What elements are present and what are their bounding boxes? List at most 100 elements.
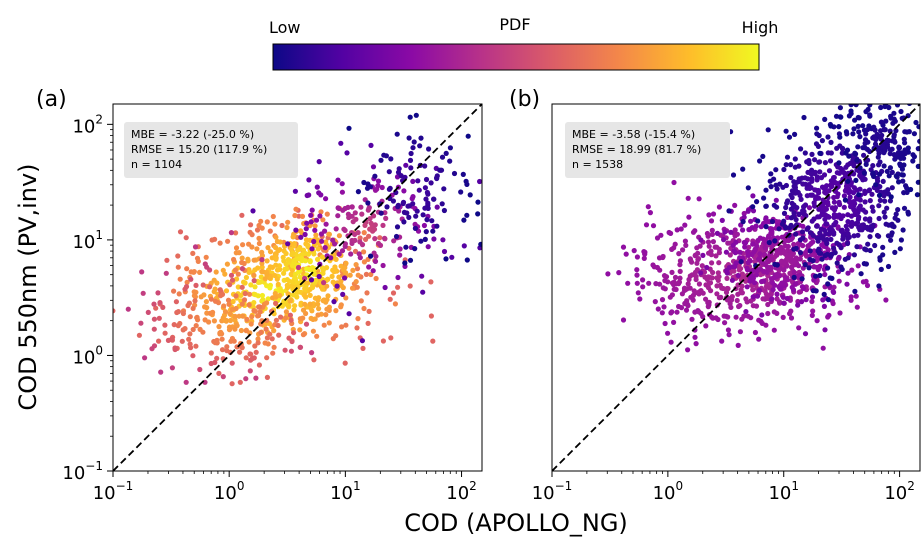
scatter-point (162, 322, 168, 328)
scatter-point (616, 270, 622, 276)
scatter-point (157, 300, 163, 306)
scatter-point (354, 284, 360, 290)
scatter-point (352, 248, 359, 254)
scatter-point (229, 360, 235, 366)
scatter-point (847, 194, 853, 200)
scatter-point (425, 244, 431, 250)
scatter-point (741, 313, 747, 319)
scatter-point (357, 255, 363, 261)
scatter-point (791, 179, 797, 185)
scatter-point (225, 238, 231, 244)
scatter-point (845, 240, 851, 247)
scatter-point (865, 241, 871, 247)
scatter-point (816, 132, 822, 139)
scatter-point (287, 298, 293, 304)
scatter-point (243, 328, 249, 334)
scatter-point (335, 205, 341, 211)
scatter-point (737, 249, 743, 255)
scatter-point (797, 250, 804, 256)
scatter-point (825, 265, 831, 271)
scatter-point (296, 246, 302, 252)
scatter-point (299, 213, 306, 219)
scatter-point (233, 293, 239, 299)
scatter-point (814, 264, 820, 270)
scatter-point (162, 330, 168, 336)
scatter-point (306, 177, 312, 183)
scatter-point (864, 282, 871, 289)
scatter-point (273, 294, 279, 300)
scatter-point (878, 266, 884, 272)
scatter-point (791, 210, 797, 216)
scatter-point (875, 154, 881, 160)
scatter-point (802, 262, 808, 268)
scatter-point (286, 304, 292, 310)
scatter-point (382, 236, 388, 242)
scatter-point (340, 291, 346, 297)
scatter-point (714, 291, 720, 297)
scatter-point (257, 304, 263, 310)
scatter-point (825, 150, 831, 156)
scatter-point (682, 238, 689, 244)
scatter-point (464, 257, 470, 263)
scatter-point (406, 135, 412, 141)
scatter-point (318, 209, 324, 215)
scatter-point (307, 301, 313, 307)
scatter-point (696, 281, 703, 287)
scatter-point (836, 242, 842, 248)
scatter-point (177, 276, 183, 282)
scatter-point (829, 227, 836, 233)
scatter-point (192, 244, 199, 250)
scatter-point (851, 199, 857, 205)
scatter-point (217, 287, 223, 293)
scatter-point (883, 221, 889, 227)
scatter-point (231, 338, 237, 344)
scatter-point (379, 184, 385, 191)
scatter-point (216, 324, 222, 330)
scatter-point (704, 264, 710, 271)
scatter-point (315, 246, 321, 252)
scatter-point (273, 256, 279, 262)
scatter-point (160, 304, 166, 310)
scatter-point (732, 264, 738, 270)
scatter-point (770, 287, 776, 293)
scatter-point (634, 254, 641, 260)
scatter-point (258, 218, 264, 224)
scatter-point (662, 286, 668, 292)
scatter-point (241, 297, 248, 303)
scatter-point (863, 131, 869, 137)
scatter-point (275, 281, 281, 287)
scatter-point (424, 189, 430, 196)
scatter-point (730, 242, 736, 248)
panel-a: (a) MBE = -3.22 (-25.0 %) RMSE = 15.20 (… (36, 87, 488, 504)
scatter-point (252, 343, 258, 349)
scatter-point (824, 221, 830, 227)
scatter-point (783, 204, 789, 211)
scatter-point (836, 124, 842, 130)
scatter-point (413, 112, 419, 118)
scatter-point (861, 170, 868, 176)
y-tick-label: 102 (72, 112, 103, 137)
scatter-point (844, 281, 850, 287)
scatter-point (821, 205, 828, 211)
scatter-point (700, 252, 706, 258)
scatter-point (817, 150, 823, 156)
scatter-point (430, 228, 436, 234)
scatter-point (834, 260, 840, 266)
scatter-point (779, 234, 785, 240)
scatter-point (439, 154, 446, 160)
scatter-point (745, 313, 751, 319)
scatter-point (291, 241, 297, 247)
scatter-point (375, 178, 382, 184)
scatter-point (483, 167, 488, 172)
scatter-point (169, 365, 175, 371)
scatter-point (813, 194, 819, 200)
scatter-point (730, 172, 737, 178)
scatter-point (799, 284, 806, 290)
scatter-point (377, 235, 383, 241)
scatter-point (303, 226, 309, 232)
scatter-point (401, 219, 407, 225)
scatter-point (851, 252, 858, 258)
scatter-point (796, 263, 802, 269)
scatter-point (253, 375, 259, 381)
scatter-point (271, 328, 277, 334)
